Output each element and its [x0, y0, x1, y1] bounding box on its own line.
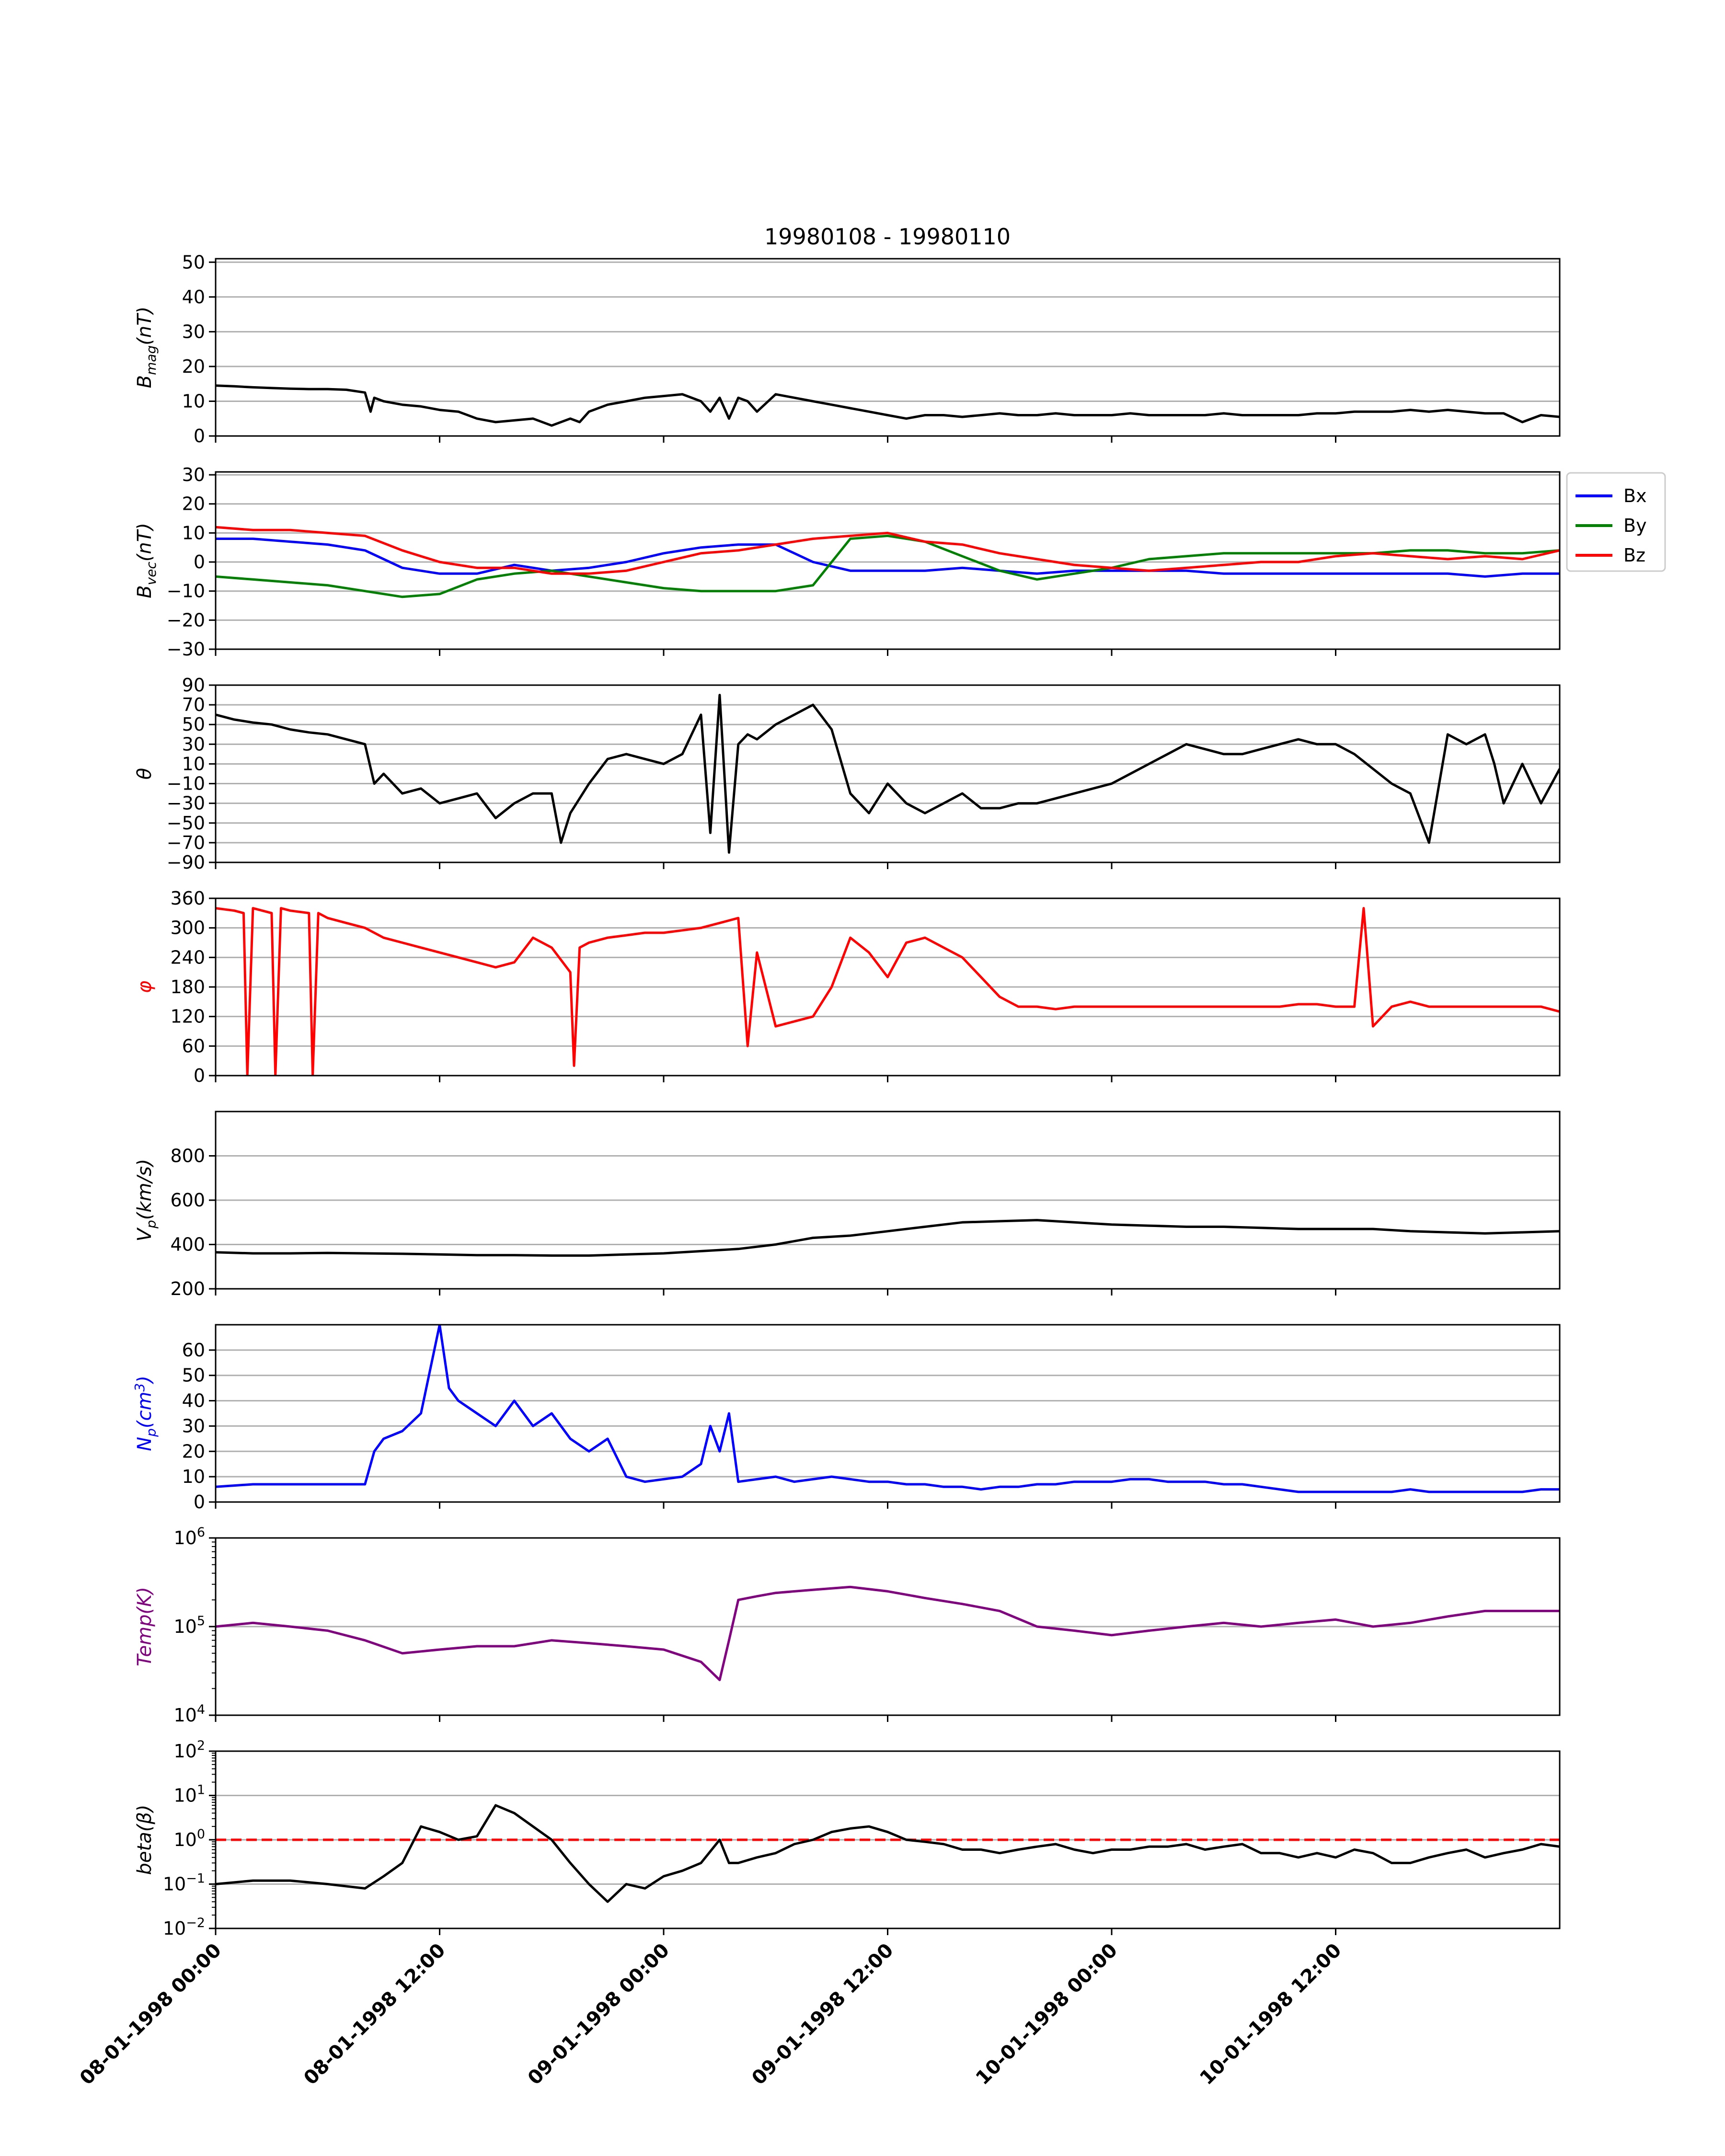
ytick-label: 30	[182, 734, 205, 755]
ytick-label: 360	[170, 888, 205, 909]
panel-frame	[215, 684, 1561, 863]
ytick-label: 70	[182, 694, 205, 715]
panel-frame	[215, 897, 1561, 1077]
ylabel-np: Np(cm3)	[132, 1376, 159, 1451]
series-line-bvec-bx	[216, 538, 1560, 578]
chart-title: 19980108 - 19980110	[764, 224, 1011, 250]
ytick-label: −10	[167, 581, 205, 602]
panels: 01020304050Bmag(nT)−30−20−100102030Bvec(…	[132, 252, 1561, 1939]
series-line-np	[216, 1325, 1560, 1493]
ytick-label: 106	[173, 1525, 205, 1548]
legend-frame	[1566, 472, 1666, 572]
ylabel-phi: φ	[134, 981, 156, 993]
legend-label-bx: Bx	[1623, 485, 1647, 506]
series-line-theta	[216, 694, 1560, 854]
ytick-label: 10	[182, 753, 205, 774]
ytick-label: −30	[167, 793, 205, 814]
panel-phi: 0 60 120 180 240 300 360 φ	[134, 888, 1561, 1086]
ylabel-bvec: Bvec(nT)	[134, 523, 159, 598]
ytick-label: −10	[167, 773, 205, 794]
ytick-label: 180	[170, 976, 205, 998]
panel-vp: 200 400 600 800 Vp(km/s)	[134, 1111, 1561, 1299]
series-line-bmag	[216, 384, 1560, 427]
ytick-label: 40	[182, 1390, 205, 1411]
ytick-label: 0	[194, 1491, 205, 1513]
ytick-label: 60	[182, 1035, 205, 1056]
series-line-beta	[216, 1804, 1560, 1903]
legend-label-by: By	[1623, 515, 1647, 536]
ytick-label: 50	[182, 1365, 205, 1386]
ytick-label: 200	[170, 1278, 205, 1299]
panel-frame	[215, 471, 1561, 650]
ytick-label: −70	[167, 832, 205, 853]
ylabel-bmag: Bmag(nT)	[134, 307, 159, 389]
ytick-label: 0	[194, 1065, 205, 1086]
ytick-label: 600	[170, 1190, 205, 1211]
ytick-label: 104	[173, 1702, 205, 1726]
ytick-label: −50	[167, 813, 205, 834]
ytick-label: 300	[170, 917, 205, 939]
ytick-label: 60	[182, 1340, 205, 1361]
ytick-label: −90	[167, 852, 205, 873]
ytick-label: 30	[182, 1415, 205, 1436]
series-line-phi	[216, 907, 1560, 1076]
panel-bmag: 0 10 20 30 40 50 Bmag(nT)	[134, 252, 1561, 447]
ytick-label: 101	[173, 1783, 205, 1806]
panel-np: 0 10 20 30 40 50 60 Np(cm3)	[132, 1324, 1561, 1513]
ytick-label: −20	[167, 609, 205, 631]
ytick-label: 100	[173, 1827, 205, 1850]
ytick-label: −30	[167, 639, 205, 660]
series-line-vp	[216, 1219, 1560, 1257]
series-line-temp	[216, 1585, 1560, 1681]
ytick-label: 0	[194, 425, 205, 447]
ytick-label: 10	[182, 390, 205, 412]
ytick-label: 50	[182, 252, 205, 273]
ytick-label: 90	[182, 675, 205, 696]
legend-label-bz: Bz	[1623, 545, 1645, 566]
panel-frame	[215, 1537, 1561, 1716]
ylabel-vp: Vp(km/s)	[134, 1159, 159, 1242]
ytick-label: 120	[170, 1006, 205, 1027]
panel-beta: 10−2 10−1 100 101 102 beta(β)	[134, 1738, 1561, 1939]
ytick-label: 50	[182, 714, 205, 735]
ylabel-beta: beta(β)	[134, 1805, 156, 1875]
ytick-label: 240	[170, 947, 205, 968]
ytick-label: 20	[182, 1441, 205, 1462]
ytick-label: 30	[182, 464, 205, 485]
ytick-label: 40	[182, 287, 205, 308]
panel-temp: 104 105 106 Temp(K)	[134, 1525, 1561, 1726]
panel-bvec: −30 −20 −10 0 10 20 30 Bvec(nT)	[134, 464, 1561, 660]
ytick-label: 800	[170, 1146, 205, 1167]
ytick-label: 0	[194, 551, 205, 573]
legend: Bx By Bz	[1566, 472, 1666, 572]
series-line-bvec-bz	[216, 526, 1560, 575]
ytick-label: 20	[182, 356, 205, 377]
series-line-bvec-by	[216, 534, 1560, 598]
ytick-label: 102	[173, 1738, 205, 1762]
panel-frame	[215, 1111, 1561, 1290]
ytick-label: 30	[182, 321, 205, 342]
ytick-label: 10−2	[163, 1915, 205, 1939]
panel-frame	[215, 1324, 1561, 1503]
ytick-label: 10	[182, 522, 205, 543]
ytick-label: 105	[173, 1614, 205, 1637]
ylabel-theta: θ	[134, 768, 156, 780]
ytick-label: 400	[170, 1234, 205, 1255]
ylabel-temp: Temp(K)	[134, 1587, 156, 1666]
ytick-label: 10	[182, 1466, 205, 1487]
ytick-label: 10−1	[163, 1871, 205, 1895]
panel-frame	[215, 258, 1561, 437]
ytick-label: 20	[182, 493, 205, 515]
panel-frame	[215, 1750, 1561, 1929]
